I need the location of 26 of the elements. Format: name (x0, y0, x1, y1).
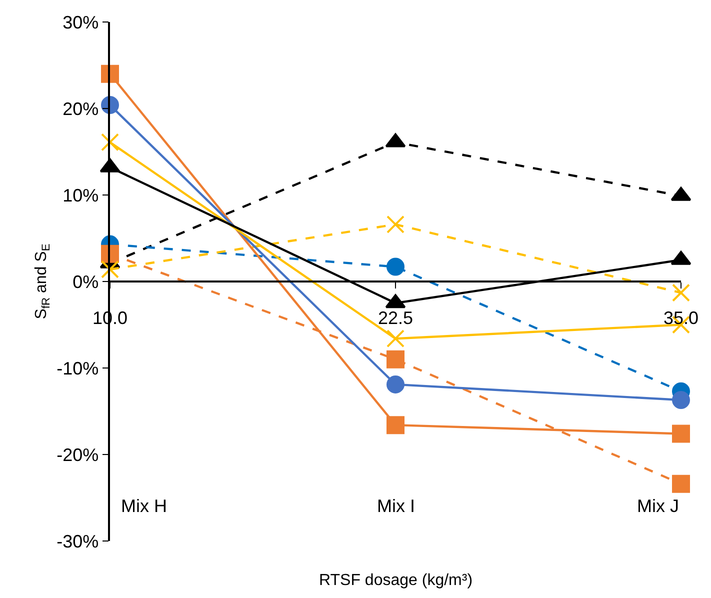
y-tick-label: 30% (62, 12, 99, 32)
y-tick-label: 0% (72, 272, 99, 292)
point (386, 350, 404, 368)
x-tick-label: 35.0 (663, 308, 699, 328)
x-tick-label: 22.5 (378, 308, 414, 328)
point (386, 258, 404, 276)
y-tick-label: -30% (56, 531, 99, 552)
y-tick-label: -10% (56, 358, 99, 378)
annotation: Mix I (377, 496, 415, 516)
point (101, 64, 119, 83)
point (101, 133, 119, 152)
y-tick-label: -20% (56, 444, 99, 465)
y-tick-label: 20% (62, 98, 99, 119)
point (672, 474, 690, 493)
point (672, 424, 690, 443)
y-tick-label: 10% (62, 185, 99, 206)
point (386, 215, 404, 234)
point (672, 284, 690, 302)
point (386, 375, 404, 394)
annotation: Mix J (637, 496, 679, 516)
point (672, 391, 690, 410)
x-axis-title: RTSF dosage (kg/m³) (319, 572, 473, 589)
annotation: Mix H (121, 496, 167, 516)
point (386, 330, 404, 348)
point (101, 260, 119, 278)
point (386, 416, 404, 434)
